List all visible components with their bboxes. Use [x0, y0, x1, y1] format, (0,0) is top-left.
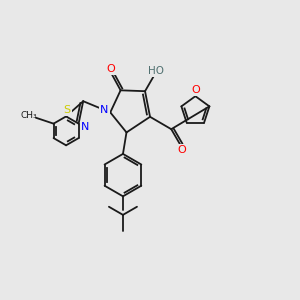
Text: HO: HO — [148, 66, 164, 76]
Text: N: N — [81, 122, 89, 133]
Text: O: O — [106, 64, 115, 74]
Text: O: O — [178, 146, 187, 155]
Text: S: S — [63, 105, 70, 115]
Text: O: O — [191, 85, 200, 95]
Text: N: N — [100, 105, 109, 115]
Text: CH₃: CH₃ — [20, 111, 37, 120]
